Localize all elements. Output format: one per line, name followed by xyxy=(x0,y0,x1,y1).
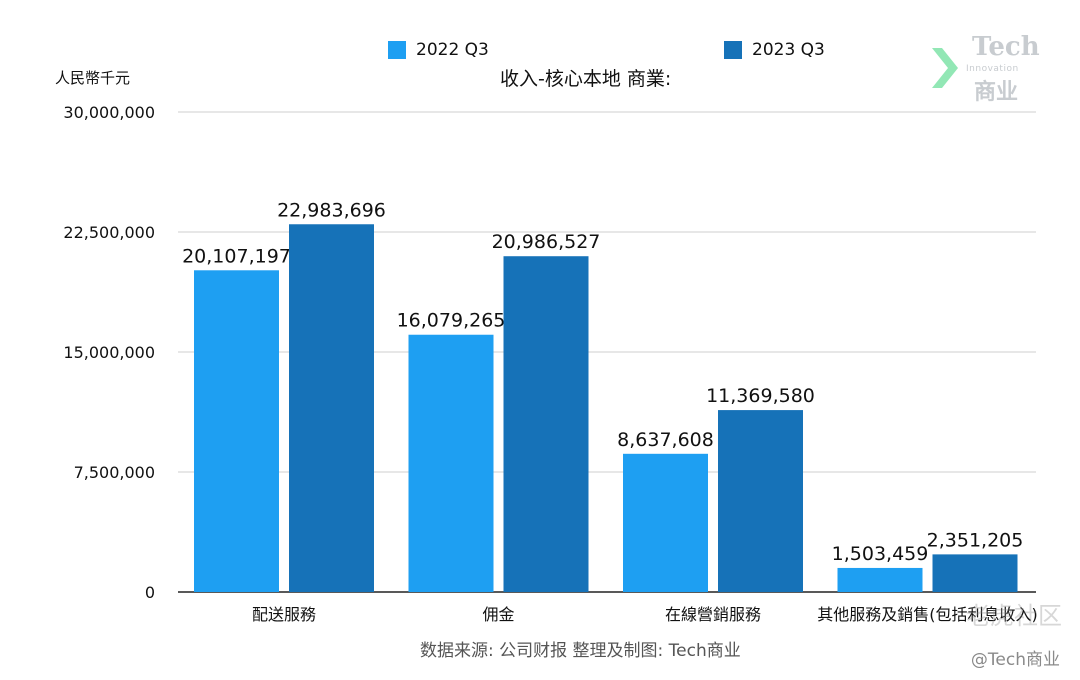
data-label: 1,503,459 xyxy=(832,543,929,565)
y-tick-label: 30,000,000 xyxy=(63,103,155,122)
watermark: 老虎社区 xyxy=(966,602,1062,630)
y-tick-label: 7,500,000 xyxy=(74,463,155,482)
x-tick-label: 其他服務及銷售(包括利息收入) xyxy=(817,605,1038,624)
data-label: 16,079,265 xyxy=(397,310,506,332)
data-label: 20,107,197 xyxy=(182,245,291,267)
y-tick-label: 0 xyxy=(145,583,155,602)
logo-text-business: 商业 xyxy=(974,80,1019,105)
bar xyxy=(932,554,1018,592)
x-tick-label: 在線營銷服務 xyxy=(665,605,761,624)
legend-swatch-2023 xyxy=(724,41,742,59)
bar xyxy=(623,453,708,592)
bar xyxy=(289,224,374,592)
logo-text-innovation: Innovation xyxy=(966,64,1019,74)
legend-label-2022: 2022 Q3 xyxy=(416,40,489,60)
y-tick-label: 22,500,000 xyxy=(63,223,155,242)
data-label: 20,986,527 xyxy=(492,231,601,253)
bar xyxy=(718,410,803,592)
logo-text-tech: Tech xyxy=(972,32,1040,62)
data-source-note: 数据来源: 公司财报 整理及制图: Tech商业 xyxy=(420,641,741,661)
logo-chevron-icon xyxy=(932,48,958,88)
legend-item-2022: 2022 Q3 xyxy=(388,40,489,60)
legend-label-2023: 2023 Q3 xyxy=(752,40,825,60)
bar xyxy=(503,256,589,592)
legend-item-2023: 2023 Q3 xyxy=(724,40,825,60)
bar xyxy=(837,567,923,592)
y-axis-unit-label: 人民幣千元 xyxy=(55,69,131,87)
data-label: 2,351,205 xyxy=(927,529,1024,551)
bar xyxy=(194,270,279,592)
data-label: 8,637,608 xyxy=(617,429,714,451)
tech-business-logo: Tech Innovation 商业 xyxy=(928,32,1048,105)
data-label: 22,983,696 xyxy=(277,199,386,221)
chart-title: 收入-核心本地 商業: xyxy=(500,68,672,90)
data-label: 11,369,580 xyxy=(706,385,815,407)
y-tick-label: 15,000,000 xyxy=(63,343,155,362)
x-tick-label: 佣金 xyxy=(482,605,514,624)
bar xyxy=(408,334,494,592)
legend-swatch-2022 xyxy=(388,41,406,59)
weibo-handle: @Tech商业 xyxy=(970,650,1060,670)
x-tick-label: 配送服務 xyxy=(252,605,316,624)
